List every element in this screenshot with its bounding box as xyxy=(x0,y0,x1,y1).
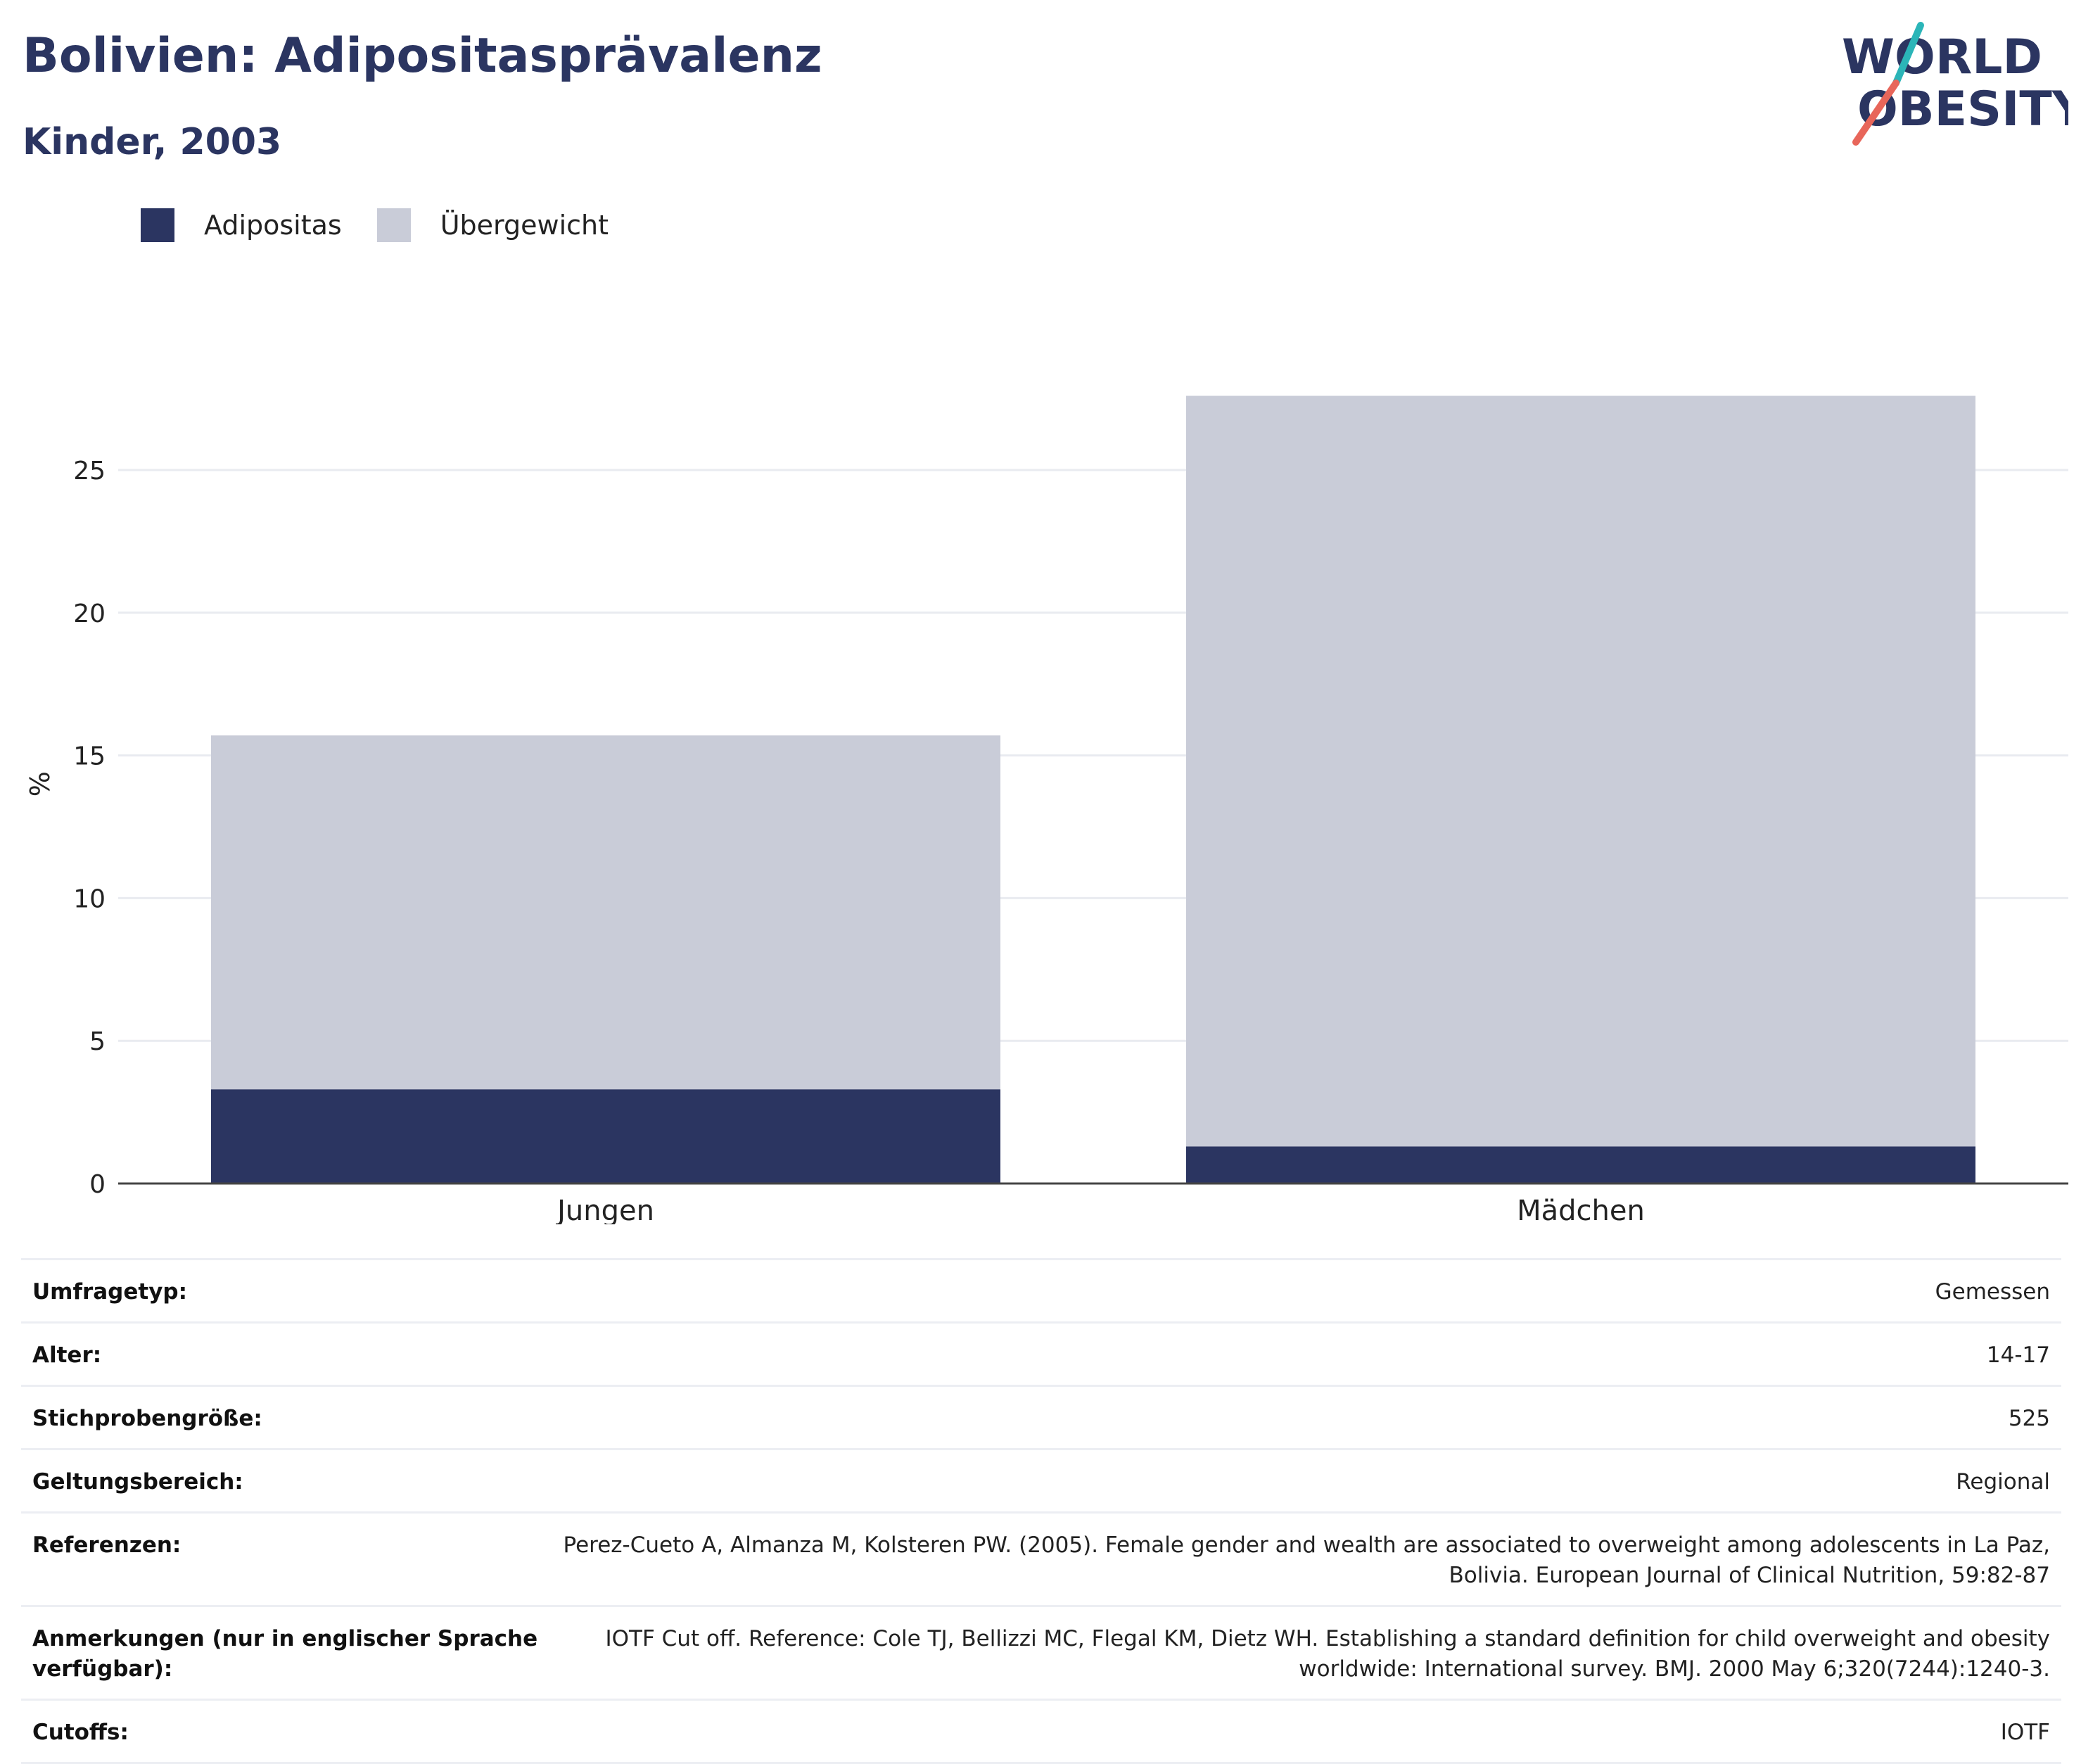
legend-label-adipositas: Adipositas xyxy=(204,210,342,241)
info-table: Umfragetyp: Gemessen Alter: 14-17 Stichprobe… xyxy=(21,1258,2061,1764)
y-tick-label-10: 10 xyxy=(73,884,106,913)
info-row: Alter: 14-17 xyxy=(21,1321,2061,1385)
info-row: Geltungsbereich: Regional xyxy=(21,1448,2061,1511)
y-tick-label-25: 25 xyxy=(73,457,106,486)
x-tick-label-mdchen: Mädchen xyxy=(1517,1195,1645,1224)
y-tick-label-15: 15 xyxy=(73,742,106,771)
bar-mdchen-adipositas xyxy=(1186,1146,1975,1184)
world-obesity-logo: WORLD OBESITY xyxy=(1842,22,2068,146)
logo-teal-slash xyxy=(1892,22,1924,87)
info-value: Regional xyxy=(1956,1469,2050,1495)
logo-coral-slash xyxy=(1852,80,1899,146)
bar-mdchen-uebergewicht xyxy=(1186,395,1975,1147)
info-value: Gemessen xyxy=(1935,1279,2050,1305)
y-axis-label: % xyxy=(25,771,56,797)
y-tick-label-5: 5 xyxy=(89,1027,106,1056)
info-value: IOTF xyxy=(2000,1720,2050,1745)
stacked-bar-chart: 0 5 10 15 20 25% Jungen Mädchen xyxy=(25,395,2068,1224)
info-label: Geltungsbereich: xyxy=(32,1469,243,1495)
bar-jungen-uebergewicht xyxy=(211,735,1000,1090)
bar-jungen-adipositas xyxy=(211,1089,1000,1184)
info-label: Anmerkungen (nur in englischer Sprache v… xyxy=(32,1626,538,1682)
page-subtitle: Kinder, 2003 xyxy=(23,121,282,163)
info-label: Umfragetyp: xyxy=(32,1279,187,1305)
info-value: 14-17 xyxy=(1986,1343,2050,1368)
info-label: Stichprobengröße: xyxy=(32,1406,262,1431)
legend-label-uebergewicht: Übergewicht xyxy=(440,210,609,241)
y-tick-label-0: 0 xyxy=(89,1170,106,1199)
info-label: Alter: xyxy=(32,1343,102,1368)
info-value: IOTF Cut off. Reference: Cole TJ, Belliz… xyxy=(605,1626,2050,1682)
info-row: Anmerkungen (nur in englischer Sprache v… xyxy=(21,1605,2061,1699)
info-row: Referenzen: Perez-Cueto A, Almanza M, Kol… xyxy=(21,1511,2061,1605)
legend-swatch-uebergewicht xyxy=(376,208,411,242)
logo-line1: WORLD xyxy=(1842,30,2042,85)
y-tick-label-20: 20 xyxy=(73,599,106,628)
info-row: Umfragetyp: Gemessen xyxy=(21,1258,2061,1321)
legend-item-uebergewicht[interactable]: Übergewicht xyxy=(376,208,609,242)
info-label: Cutoffs: xyxy=(32,1720,129,1745)
info-label: Referenzen: xyxy=(32,1533,182,1558)
info-row: Stichprobengröße: 525 xyxy=(21,1385,2061,1448)
info-value: Perez-Cueto A, Almanza M, Kolsteren PW. … xyxy=(563,1533,2050,1588)
info-value: 525 xyxy=(2008,1406,2050,1431)
chart-legend: Adipositas Übergewicht xyxy=(141,208,644,242)
info-row: Cutoffs: IOTF xyxy=(21,1699,2061,1764)
legend-item-adipositas[interactable]: Adipositas xyxy=(141,208,342,242)
x-tick-label-jungen: Jungen xyxy=(555,1195,654,1224)
legend-swatch-adipositas xyxy=(141,208,174,242)
page-title: Bolivien: Adipositasprävalenz xyxy=(23,28,822,84)
